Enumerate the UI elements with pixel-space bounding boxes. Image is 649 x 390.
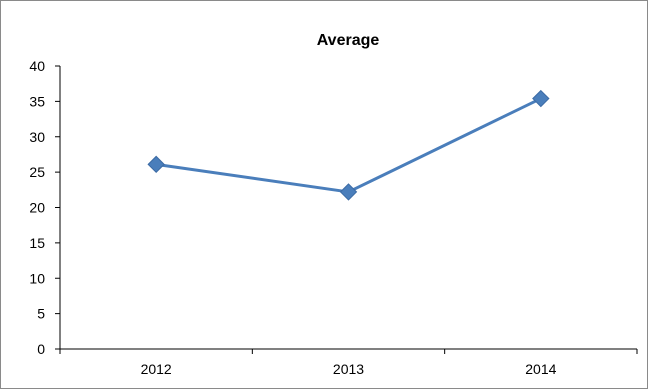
y-tick-label: 40 (29, 58, 45, 74)
y-tick-label: 0 (37, 341, 45, 357)
data-point-marker (339, 183, 358, 201)
x-tick-label: 2012 (141, 361, 172, 377)
chart-title: Average (317, 32, 380, 49)
y-tick-label: 30 (29, 129, 45, 145)
y-tick-label: 20 (29, 200, 45, 216)
y-axis: 0 5 10 15 20 25 30 35 40 (29, 58, 61, 357)
series-layer (147, 89, 550, 201)
y-tick-label: 35 (29, 93, 45, 109)
y-tick-label: 10 (29, 270, 45, 286)
series-line (155, 97, 542, 194)
y-tick-label: 5 (37, 306, 45, 322)
x-tick-label: 2013 (333, 361, 364, 377)
y-tick-label: 15 (29, 235, 45, 251)
x-axis: 2012 2013 2014 (59, 348, 638, 377)
y-tick-label: 25 (29, 164, 45, 180)
data-point-marker (532, 89, 550, 108)
x-tick-label: 2014 (525, 361, 556, 377)
data-point-marker (147, 155, 165, 174)
